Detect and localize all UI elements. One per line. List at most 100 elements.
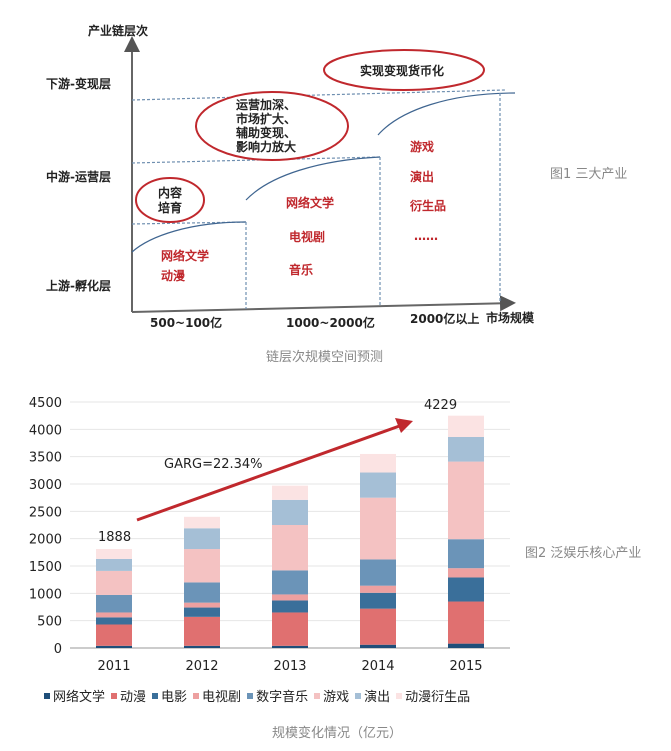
legend-item: 动漫 [111,686,146,705]
fig1-x-axis-title: 市场规模 [486,310,535,325]
bar-segment-2013-动漫 [272,612,308,646]
bar-segment-2014-动漫衍生品 [360,453,396,473]
region3-item-4: …… [414,229,438,243]
bar-segment-2015-动漫衍生品 [448,415,484,437]
region-curve-1 [131,221,247,253]
bubble-top [323,49,485,91]
legend-label: 演出 [364,690,391,705]
y-tick-label: 4500 [29,396,62,411]
x-tick-label-2014: 2014 [361,659,394,674]
trend-arrow [136,422,406,522]
region-curve-3 [377,92,516,136]
legend-item: 电影 [152,686,187,705]
bar-segment-2013-电视剧 [272,594,308,601]
legend-swatch [355,692,362,699]
legend-swatch [396,692,403,699]
legend-label: 数字音乐 [256,690,309,705]
bar-segment-2011-网络文学 [96,645,132,648]
bubble-middle [195,91,349,161]
bar-segment-2014-网络文学 [360,644,396,648]
bubble-small [135,177,205,223]
cagr-annotation: GARG=22.34% [164,457,263,472]
bar-segment-2014-电视剧 [360,585,396,593]
bar-segment-2015-演出 [448,436,484,462]
bar-segment-2012-游戏 [184,549,220,583]
bar-segment-2013-数字音乐 [272,570,308,595]
region2-item-2: 电视剧 [289,229,325,244]
fig2-side-caption: 图2 泛娱乐核心产业 [525,546,642,561]
bar-segment-2014-演出 [360,472,396,498]
bar-segment-2011-电视剧 [96,612,132,618]
trend-arrowhead [395,418,413,433]
level-label-low: 上游-孵化层 [46,278,111,293]
bar-segment-2015-电视剧 [448,568,484,578]
level-line-top [131,89,506,101]
level-label-mid: 中游-运营层 [46,169,111,184]
legend-item: 演出 [355,686,390,705]
region2-item-3: 音乐 [289,262,313,277]
fig1-y-axis-title: 产业链层次 [88,23,148,38]
figure2-chart: 0 500 1000 1500 2000 2500 3000 3500 4000 4500 2011… [29,396,510,674]
bar-segment-2013-演出 [272,499,308,525]
x-range-label-3: 2000亿以上 [410,311,479,326]
x-tick-label-2012: 2012 [185,659,218,674]
legend-swatch [111,692,118,699]
level-label-top: 下游-变现层 [46,76,111,91]
bar-segment-2013-电影 [272,600,308,613]
y-tick-label: 2000 [29,533,62,548]
bubble-small-line-1: 内容 [158,185,182,200]
bar-segment-2012-电视剧 [184,602,220,608]
x-tick-label-2011: 2011 [97,659,130,674]
region-curve-2 [245,156,381,201]
region1-item-2: 动漫 [161,268,186,283]
bar-segment-2011-游戏 [96,570,132,595]
legend-label: 动漫 [120,690,147,705]
legend-item: 动漫衍生品 [396,686,470,705]
legend-swatch [152,692,159,699]
bar-segment-2015-动漫 [448,601,484,644]
bubble-middle-line-1: 运营加深、 [236,97,296,112]
fig1-x-axis [131,295,516,313]
bar-segment-2011-动漫衍生品 [96,549,132,559]
level-line-mid [131,156,381,164]
bubble-middle-line-4: 影响力放大 [236,139,296,154]
y-tick-label: 3000 [29,478,62,493]
legend-item: 数字音乐 [247,686,308,705]
y-tick-label: 3500 [29,451,62,466]
region3-item-2: 演出 [410,169,434,184]
fig1-caption: 链层次规模空间预测 [266,350,384,365]
legend-item: 电视剧 [193,686,241,705]
legend-swatch [314,692,321,699]
region3-item-3: 衍生品 [409,198,446,213]
bubble-middle-line-2: 市场扩大、 [236,111,296,126]
region3-item-1: 游戏 [410,139,434,154]
bar-segment-2015-电影 [448,577,484,602]
total-label-2011: 1888 [98,530,131,545]
bar-segment-2011-数字音乐 [96,594,132,613]
bar-segment-2012-网络文学 [184,645,220,648]
fig1-side-caption: 图1 三大产业 [550,167,628,182]
y-tick-label: 0 [54,642,62,657]
region1-item-1: 网络文学 [161,248,209,263]
bar-segment-2012-数字音乐 [184,582,220,603]
y-tick-label: 500 [37,615,62,630]
total-label-2015: 4229 [424,398,457,413]
bar-segment-2014-数字音乐 [360,559,396,586]
legend-label: 网络文学 [53,690,106,705]
bar-segment-2012-动漫 [184,616,220,646]
legend-swatch [44,692,50,699]
bubble-small-line-2: 培育 [158,200,182,215]
bar-segment-2013-游戏 [272,525,308,571]
y-tick-label: 1000 [29,587,62,602]
legend-swatch [247,692,254,699]
x-tick-label-2013: 2013 [273,659,306,674]
y-tick-label: 4000 [29,423,62,438]
x-tick-label-2015: 2015 [449,659,482,674]
legend-swatch [193,692,200,699]
bar-segment-2013-动漫衍生品 [272,485,308,500]
bubble-top-text: 实现变现货币化 [360,63,444,78]
bar-segment-2011-电影 [96,617,132,625]
figure1-diagram: 产业链层次 市场规模 下游-变现层 中游-运营层 上游-孵化层 500~100亿… [46,23,535,330]
legend-item: 网络文学 [44,686,105,705]
bar-segment-2012-动漫衍生品 [184,516,220,529]
